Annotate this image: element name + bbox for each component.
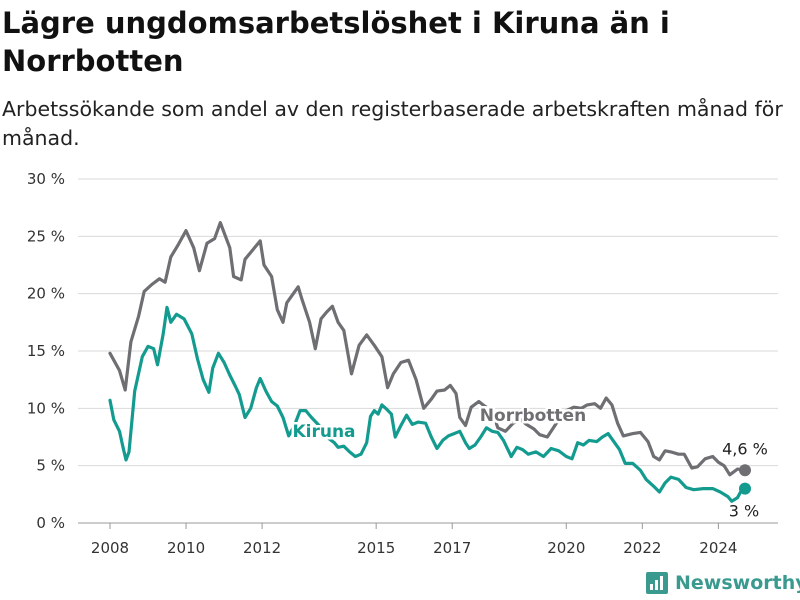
- x-axis: 2008 2010 2012 2015 2017 2020 2022 2024: [78, 522, 778, 557]
- end-label-kiruna: 3 %: [729, 502, 759, 521]
- brand-name: Newsworthy: [675, 572, 800, 594]
- x-tick-label: 2015: [357, 539, 395, 557]
- chart-title: Lägre ungdomsarbetslöshet i Kiruna än i …: [2, 6, 670, 78]
- y-tick-label: 20 %: [27, 285, 65, 303]
- series-lines: [108, 221, 751, 503]
- end-point-norrbotten: [739, 464, 751, 477]
- y-tick-label: 25 %: [27, 227, 65, 245]
- y-tick-label: 15 %: [27, 342, 65, 360]
- x-tick-label: 2017: [433, 539, 471, 557]
- x-tick-label: 2022: [623, 539, 661, 557]
- newsworthy-logo: Newsworthy: [645, 569, 800, 597]
- series-labels: Norrbotten 4,6 % Kiruna 3 %: [290, 404, 770, 523]
- gridlines: [78, 178, 778, 524]
- y-tick-label: 10 %: [27, 399, 65, 417]
- chart-subtitle: Arbetssökande som andel av den registerb…: [2, 97, 783, 150]
- x-tick-label: 2010: [167, 539, 205, 557]
- x-tick-label: 2024: [699, 539, 737, 557]
- series-line-kiruna: [108, 305, 747, 503]
- x-tick-label: 2020: [547, 539, 585, 557]
- series-label-norrbotten: Norrbotten: [480, 406, 586, 426]
- y-axis-ticks: 0 % 5 % 10 % 15 % 20 % 25 % 30 %: [27, 170, 65, 532]
- x-tick-label: 2008: [91, 539, 129, 557]
- y-tick-label: 0 %: [36, 514, 65, 532]
- y-tick-label: 30 %: [27, 170, 65, 188]
- end-label-norrbotten: 4,6 %: [722, 439, 768, 458]
- y-tick-label: 5 %: [36, 457, 65, 475]
- newsworthy-icon: [646, 572, 668, 594]
- end-point-kiruna: [739, 482, 751, 495]
- x-tick-label: 2012: [243, 539, 281, 557]
- series-line-norrbotten: [108, 221, 747, 477]
- series-label-kiruna: Kiruna: [292, 422, 355, 442]
